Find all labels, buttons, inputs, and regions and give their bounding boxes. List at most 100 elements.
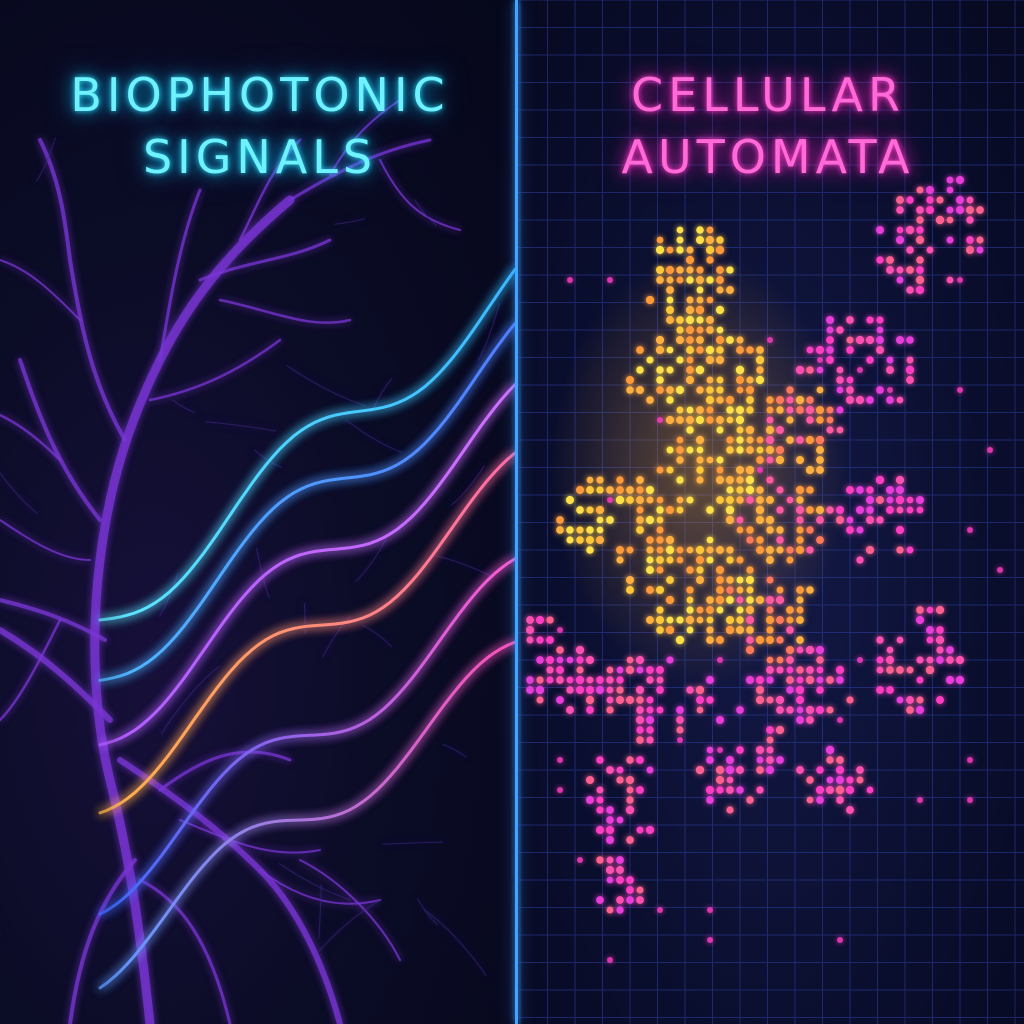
- automata-cell: [926, 636, 934, 644]
- automata-cell: [646, 356, 654, 364]
- automata-cell: [636, 386, 644, 394]
- automata-cell: [685, 315, 695, 325]
- automata-cell: [706, 276, 714, 284]
- automata-cell: [816, 766, 824, 774]
- automata-cell: [815, 705, 825, 715]
- automata-cell: [706, 636, 714, 644]
- neuron-branch-faint: [416, 897, 439, 926]
- automata-cell: [585, 655, 595, 665]
- automata-cell: [666, 396, 674, 404]
- automata-cell: [965, 245, 975, 255]
- automata-cell: [857, 367, 863, 373]
- automata-cell: [646, 726, 654, 734]
- automata-cell: [676, 436, 684, 444]
- automata-cell: [616, 676, 624, 684]
- automata-cell: [917, 797, 923, 803]
- automata-cell: [765, 435, 775, 445]
- automata-cell: [735, 415, 745, 425]
- automata-cell: [816, 366, 824, 374]
- automata-cell: [676, 266, 684, 274]
- automata-cell: [596, 676, 604, 684]
- automata-cell: [726, 416, 734, 424]
- automata-cell: [696, 706, 704, 714]
- automata-cell: [676, 726, 684, 734]
- automata-cell: [886, 266, 894, 274]
- automata-cell: [536, 636, 544, 644]
- automata-cell: [946, 186, 954, 194]
- automata-cell: [766, 396, 774, 404]
- automata-cell: [715, 305, 725, 315]
- automata-cell: [826, 416, 834, 424]
- automata-cell: [676, 416, 684, 424]
- automata-cell: [876, 636, 884, 644]
- automata-cell: [875, 475, 885, 485]
- automata-cell: [636, 706, 644, 714]
- automata-cell: [616, 816, 624, 824]
- automata-cell: [795, 395, 805, 405]
- automata-cell: [976, 236, 984, 244]
- automata-cell: [706, 696, 714, 704]
- automata-cell: [796, 456, 804, 464]
- automata-cell: [766, 696, 774, 704]
- neuron-branch: [218, 298, 352, 324]
- automata-cell: [556, 696, 564, 704]
- automata-cell: [895, 495, 905, 505]
- automata-cell: [967, 757, 973, 763]
- light-wave-line: [98, 557, 516, 916]
- automata-cell: [666, 306, 674, 314]
- automata-cell: [906, 356, 914, 364]
- automata-cell: [736, 576, 744, 584]
- automata-cell: [716, 236, 724, 244]
- automata-cell: [896, 506, 904, 514]
- automata-cell: [665, 545, 675, 555]
- automata-cell: [676, 246, 684, 254]
- automata-cell: [806, 586, 814, 594]
- automata-cell: [836, 376, 844, 384]
- automata-cell: [837, 937, 843, 943]
- automata-cell: [766, 736, 774, 744]
- automata-cell: [586, 506, 594, 514]
- automata-cell: [906, 696, 914, 704]
- automata-cell: [766, 406, 774, 414]
- automata-cell: [685, 415, 695, 425]
- automata-cell: [815, 435, 825, 445]
- automata-cell: [816, 516, 824, 524]
- automata-cell: [746, 496, 754, 504]
- left-panel-background: [0, 0, 516, 1024]
- automata-cell: [745, 615, 755, 625]
- automata-cell: [746, 346, 754, 354]
- automata-cell: [736, 766, 744, 774]
- neuron-branch: [138, 878, 232, 1024]
- automata-cell: [865, 545, 875, 555]
- automata-cell: [656, 676, 664, 684]
- automata-cell: [786, 676, 794, 684]
- automata-cell: [636, 516, 644, 524]
- automata-cell: [825, 315, 835, 325]
- automata-cell: [796, 676, 804, 684]
- automata-cell: [666, 316, 674, 324]
- automata-cell: [755, 745, 765, 755]
- automata-cell: [695, 275, 705, 285]
- automata-cell: [696, 326, 704, 334]
- automata-cell: [725, 765, 735, 775]
- automata-cell: [676, 716, 684, 724]
- automata-cell: [776, 666, 784, 674]
- automata-cell: [746, 376, 754, 384]
- automata-cell: [686, 596, 694, 604]
- automata-cell: [586, 676, 594, 684]
- light-wave-line: [98, 640, 516, 990]
- automata-cell: [876, 336, 884, 344]
- automata-cell: [556, 676, 564, 684]
- neuron-branch-faint: [160, 665, 221, 735]
- automata-cell: [726, 476, 734, 484]
- automata-cell: [736, 586, 744, 594]
- automata-cell: [955, 175, 965, 185]
- automata-cell: [535, 685, 545, 695]
- automata-cell: [836, 756, 844, 764]
- automata-cell: [756, 756, 764, 764]
- automata-cell: [915, 615, 925, 625]
- automata-cell: [926, 196, 934, 204]
- automata-cell: [607, 957, 613, 963]
- automata-cell: [536, 676, 544, 684]
- automata-cell: [635, 715, 645, 725]
